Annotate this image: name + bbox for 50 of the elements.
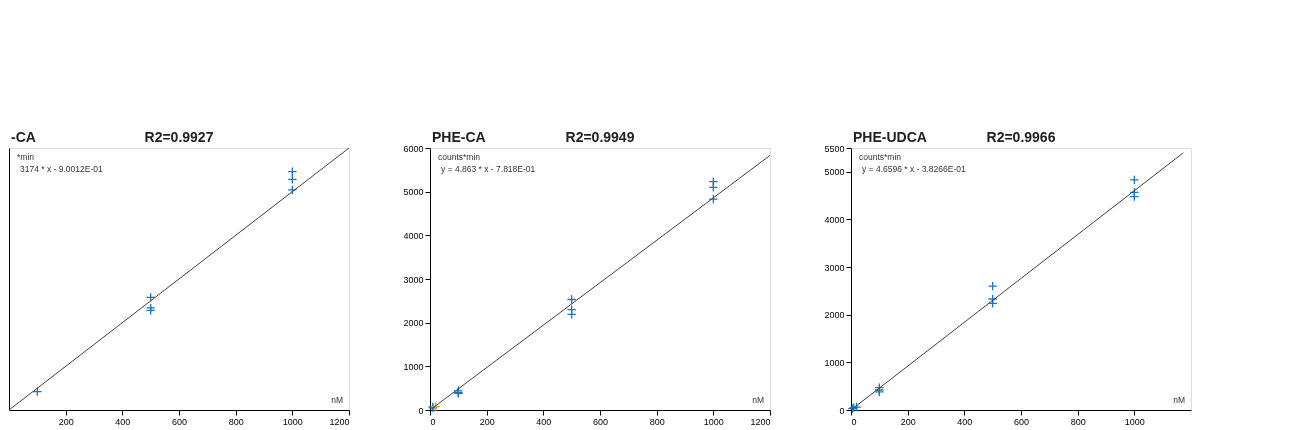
chart-title: PHE-UDCA: [853, 129, 927, 145]
y-tick-label: 5000: [824, 167, 845, 178]
x-tick-label: 1200: [750, 416, 771, 427]
chart-subtitle: R2=0.9949: [565, 129, 635, 145]
x-tick-label: 0: [851, 416, 857, 427]
x-tick-label: 400: [957, 416, 973, 427]
y-tick-label: 0: [418, 405, 424, 416]
y-tick-label: 3000: [824, 262, 845, 273]
x-tick-label: 600: [1013, 416, 1030, 427]
annotation: counts*min: [859, 152, 902, 162]
x-tick-label: 0: [430, 416, 436, 427]
x-tick-label: 1000: [703, 416, 724, 427]
y-tick-label: 5500: [824, 143, 845, 154]
chart-title: PHE-CA: [432, 129, 486, 145]
x-tick-label: 600: [592, 416, 609, 427]
x-tick-label: 600: [171, 416, 188, 427]
annotation: *min: [17, 152, 35, 162]
point: [1129, 175, 1140, 185]
annotation: nM: [752, 395, 764, 405]
x-tick-label: 1000: [1124, 416, 1145, 427]
y-tick-label: 0: [839, 405, 845, 416]
x-tick-label: 200: [479, 416, 495, 427]
y-tick-label: 3000: [403, 274, 424, 285]
y-tick-label: 1000: [824, 357, 845, 368]
y-tick-label: 5000: [403, 187, 424, 198]
x-tick-label: 400: [115, 416, 131, 427]
y-tick-label: 4000: [824, 214, 845, 225]
x-tick-label: 800: [1070, 416, 1086, 427]
x-tick-label: 400: [536, 416, 552, 427]
annotation: y = 4.863 * x - 7.818E-01: [441, 164, 536, 174]
y-tick-label: 2000: [824, 310, 845, 321]
x-tick-label: 1200: [329, 416, 350, 427]
y-tick-label: 6000: [403, 143, 424, 154]
annotation: nM: [1173, 395, 1185, 405]
x-tick-label: 1000: [282, 416, 303, 427]
annotation: 3174 * x - 9.0012E-01: [20, 164, 103, 174]
x-tick-label: 800: [649, 416, 665, 427]
point: [987, 281, 998, 291]
chart-subtitle: R2=0.9927: [144, 129, 214, 145]
x-tick-label: 200: [58, 416, 74, 427]
annotation: counts*min: [438, 152, 481, 162]
y-tick-label: 1000: [403, 361, 424, 372]
chart-title: -CA: [11, 129, 36, 145]
annotation: nM: [331, 395, 343, 405]
y-tick-label: 4000: [403, 230, 424, 241]
x-tick-label: 200: [900, 416, 916, 427]
chart-subtitle: R2=0.9966: [986, 129, 1056, 145]
annotation: y = 4.6596 * x - 3.8266E-01: [862, 164, 966, 174]
y-tick-label: 2000: [403, 318, 424, 329]
x-tick-label: 800: [228, 416, 244, 427]
